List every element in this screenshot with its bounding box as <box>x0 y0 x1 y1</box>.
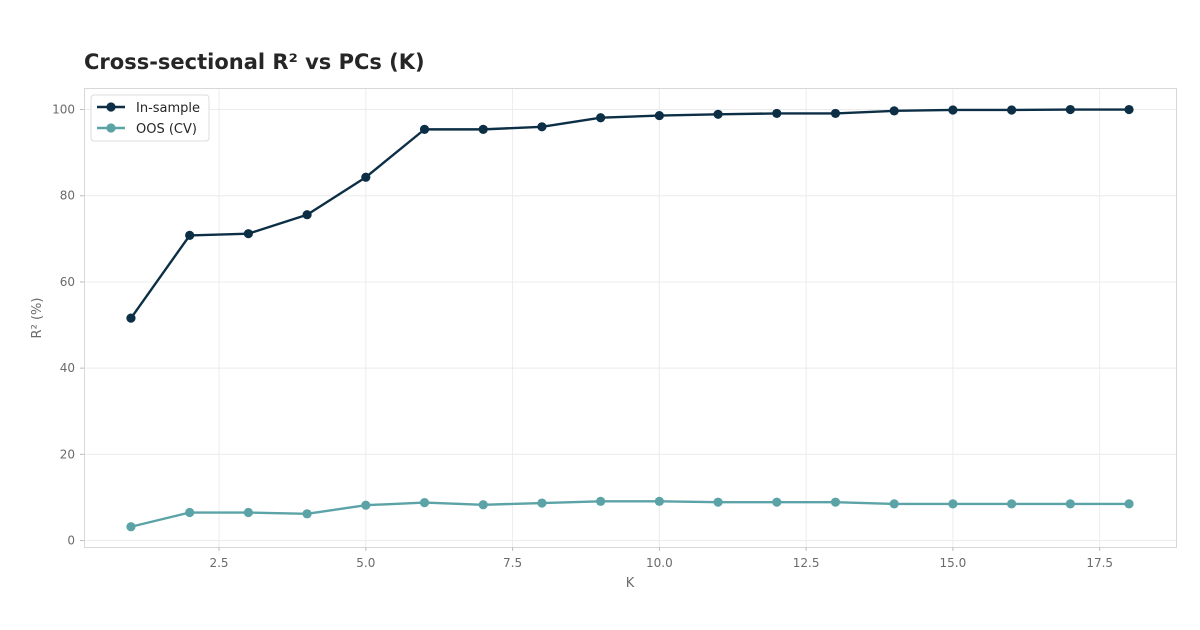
data-point <box>1065 104 1075 115</box>
data-point <box>361 172 371 182</box>
data-point <box>772 497 782 507</box>
x-tick-label: 5.0 <box>356 556 375 570</box>
data-point <box>1124 499 1134 509</box>
y-tick-label: 100 <box>52 103 75 117</box>
data-point <box>889 106 899 116</box>
series-line-1 <box>129 108 1130 319</box>
data-point <box>772 108 782 119</box>
y-tick-label: 80 <box>60 189 75 203</box>
data-point <box>243 507 253 518</box>
y-tick-label: 40 <box>60 361 75 375</box>
data-point <box>419 124 430 134</box>
x-tick-label: 7.5 <box>503 556 522 570</box>
data-point <box>654 496 664 506</box>
data-point <box>126 313 136 323</box>
legend-entry-label: In-sample <box>136 101 200 116</box>
data-point <box>830 108 841 119</box>
series-line-2 <box>130 500 1130 528</box>
data-point <box>948 499 958 509</box>
data-point <box>537 122 547 132</box>
legend-swatch-marker <box>106 123 116 133</box>
data-point <box>126 522 136 532</box>
x-tick-label: 10.0 <box>646 556 673 570</box>
data-point <box>185 507 195 518</box>
series-layer <box>126 104 1134 532</box>
y-axis-label: R² (%) <box>30 298 45 339</box>
plot-frame <box>84 88 1177 548</box>
legend-swatch-marker <box>106 102 116 112</box>
x-tick-label: 12.5 <box>793 556 820 570</box>
data-point <box>1007 499 1017 509</box>
data-point <box>185 230 195 240</box>
data-point <box>889 499 899 509</box>
y-tick-label: 60 <box>60 275 75 289</box>
legend: In-sample OOS (CV) <box>90 94 210 142</box>
legend-entry-label: OOS (CV) <box>136 122 197 137</box>
data-point <box>419 498 430 508</box>
x-tick-label: 17.5 <box>1086 556 1113 570</box>
data-point <box>478 124 488 134</box>
x-tick-label: 2.5 <box>209 556 228 570</box>
y-tick-label: 0 <box>67 534 75 548</box>
data-point <box>1124 104 1134 115</box>
data-point <box>948 105 958 115</box>
grid <box>84 88 1176 547</box>
data-point <box>302 210 312 220</box>
data-point <box>302 509 312 519</box>
data-point <box>713 497 723 507</box>
x-axis-label: K <box>626 576 635 591</box>
data-point <box>1065 499 1075 509</box>
chart-title: Cross-sectional R² vs PCs (K) <box>84 50 425 74</box>
data-point <box>537 498 547 508</box>
data-point <box>478 500 488 510</box>
data-point <box>243 229 253 239</box>
data-point <box>596 496 606 506</box>
data-point <box>713 109 723 119</box>
x-tick-label: 15.0 <box>940 556 967 570</box>
data-point <box>361 500 371 510</box>
tick-labels: 2.5 5.0 7.5 10.0 12.5 15.0 17.5 0 20 40 60 80 100 <box>52 103 1113 570</box>
y-tick-label: 20 <box>60 447 75 461</box>
data-point <box>596 113 606 123</box>
data-point <box>1007 105 1017 115</box>
data-point <box>830 497 841 507</box>
data-point <box>654 110 664 121</box>
legend-entries: In-sample OOS (CV) <box>97 101 200 137</box>
